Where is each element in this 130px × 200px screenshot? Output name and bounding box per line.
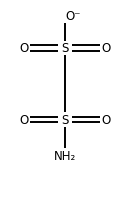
Text: S: S [61, 113, 69, 126]
Text: O: O [101, 113, 110, 126]
Text: S: S [61, 42, 69, 55]
Text: O: O [20, 42, 29, 55]
Text: O⁻: O⁻ [65, 10, 80, 23]
Text: O: O [101, 42, 110, 55]
Text: O: O [20, 113, 29, 126]
Text: NH₂: NH₂ [54, 149, 76, 162]
